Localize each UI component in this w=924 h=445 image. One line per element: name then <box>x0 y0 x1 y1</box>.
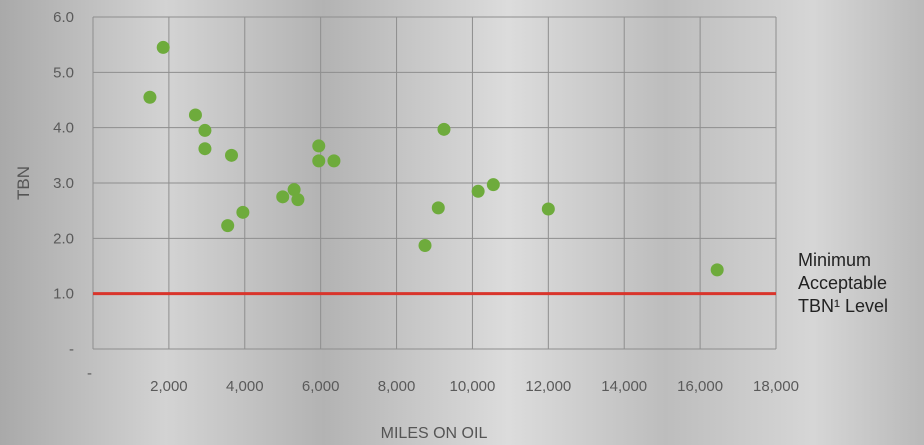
data-points <box>143 40 724 277</box>
x-tick-label: 6,000 <box>302 378 340 395</box>
data-point <box>486 178 500 192</box>
x-tick-label: 2,000 <box>150 378 188 395</box>
data-point <box>312 139 326 153</box>
data-point <box>291 193 305 207</box>
x-tick-label: 12,000 <box>525 378 571 395</box>
x-tick-label: 16,000 <box>677 378 723 395</box>
y-tick-label: 4.0 <box>53 120 74 137</box>
data-point <box>236 205 250 219</box>
y-tick-label: 5.0 <box>53 64 74 81</box>
data-point <box>418 239 432 253</box>
data-point <box>287 183 301 197</box>
x-tick-label: 8,000 <box>378 378 416 395</box>
data-point <box>188 108 202 122</box>
annotation-line: Acceptable <box>798 273 887 293</box>
data-point <box>710 263 724 277</box>
data-point <box>327 154 341 168</box>
x-tick-label: 10,000 <box>449 378 495 395</box>
data-point <box>541 202 555 216</box>
grid <box>92 16 777 350</box>
x-axis-label: MILES ON OIL <box>381 425 488 442</box>
data-point <box>224 148 238 162</box>
x-tick-label: 4,000 <box>226 378 264 395</box>
y-tick-label: - <box>69 341 74 358</box>
data-point <box>198 142 212 156</box>
y-axis-ticks: - 1.0 2.0 3.0 4.0 5.0 6.0 <box>53 9 74 358</box>
data-point <box>276 190 290 204</box>
x-axis-ticks: - 2,000 4,000 6,000 8,000 10,000 12,000 14,000 1… <box>87 365 799 395</box>
y-tick-label: 3.0 <box>53 175 74 192</box>
data-point <box>156 40 170 54</box>
x-tick-label: 14,000 <box>601 378 647 395</box>
data-point <box>198 123 212 137</box>
annotation-line: TBN¹ Level <box>798 296 888 316</box>
x-tick-label: - <box>87 365 92 382</box>
annotation-line: Minimum <box>798 250 871 270</box>
data-point <box>471 184 485 198</box>
data-point <box>437 122 451 136</box>
y-tick-label: 1.0 <box>53 286 74 303</box>
x-tick-label: 18,000 <box>753 378 799 395</box>
data-point <box>312 154 326 168</box>
data-point <box>431 201 445 215</box>
data-point <box>143 90 157 104</box>
y-tick-label: 6.0 <box>53 9 74 26</box>
y-tick-label: 2.0 <box>53 230 74 247</box>
y-axis-label: TBN <box>14 166 33 200</box>
data-point <box>221 219 235 233</box>
reference-line-label: Minimum Acceptable TBN¹ Level <box>798 250 888 316</box>
